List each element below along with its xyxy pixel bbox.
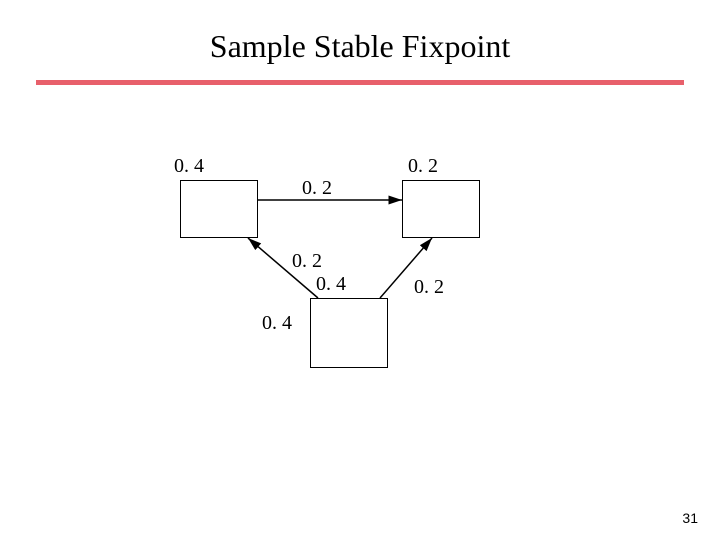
- title-underline: [36, 80, 684, 85]
- extra-label-0: 0. 4: [262, 312, 292, 335]
- node-label-B: 0. 2: [408, 155, 438, 178]
- page-number: 31: [682, 510, 698, 526]
- edge-label-0: 0. 2: [302, 177, 332, 200]
- node-A: [180, 180, 258, 238]
- edge-label-1: 0. 2: [292, 250, 322, 273]
- edge-label-2: 0. 2: [414, 276, 444, 299]
- page-title: Sample Stable Fixpoint: [0, 28, 720, 65]
- node-C: [310, 298, 388, 368]
- node-label-C: 0. 4: [316, 273, 346, 296]
- node-label-A: 0. 4: [174, 155, 204, 178]
- node-B: [402, 180, 480, 238]
